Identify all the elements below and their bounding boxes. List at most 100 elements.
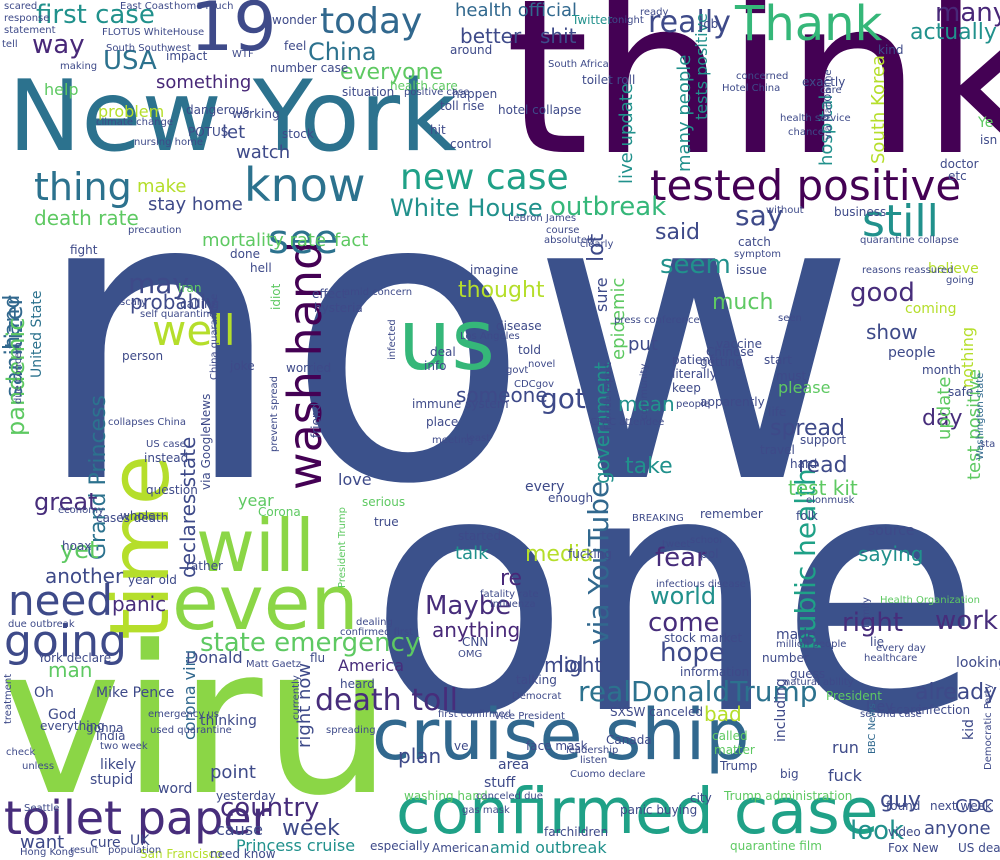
- word-already: already: [915, 680, 998, 705]
- word-thought: thought: [458, 278, 545, 303]
- word-kind: kind: [878, 43, 904, 57]
- word-govt: govt: [506, 365, 529, 376]
- word-due-concern: due concern: [13, 342, 24, 404]
- word-elonmusk: elonmusk: [806, 495, 855, 506]
- word-school: school: [690, 535, 723, 546]
- word-travel: travel: [760, 443, 795, 457]
- word-press-conference: press conference: [614, 315, 700, 326]
- word-clearly: clearly: [580, 239, 614, 250]
- word-hysteria: hysteria: [314, 301, 363, 315]
- word-kid: kid: [961, 719, 977, 740]
- word-fuck: fuck: [828, 766, 862, 785]
- word-city: city: [690, 791, 712, 805]
- word-every-day: every day: [876, 643, 926, 654]
- word-love: love: [338, 470, 372, 489]
- word-put: put: [628, 334, 658, 355]
- word-fear: fear: [655, 543, 707, 573]
- word-home-much: home much: [174, 1, 234, 12]
- word-actually: actually: [910, 20, 997, 45]
- word-via-mailonline: via MailOnline: [823, 69, 834, 140]
- word-health-care: health care: [390, 79, 458, 93]
- word-yesterday: yesterday: [216, 789, 276, 803]
- word-least: least: [466, 433, 491, 444]
- word-take: take: [625, 454, 673, 479]
- word-shit: shit: [540, 24, 577, 48]
- word-quarantine-collapse: quarantine collapse: [860, 235, 959, 246]
- word-cruise-ship: cruise ship: [372, 694, 750, 776]
- word-even: even: [172, 558, 359, 647]
- word-hoax: hoax: [62, 539, 92, 553]
- word-toilet-paper: toilet paper: [4, 791, 271, 845]
- word-fucking: fucking: [568, 547, 612, 561]
- word-well: well: [152, 306, 236, 355]
- word-potus: POTUS: [188, 125, 229, 139]
- word-cdcgov: CDCgov: [514, 379, 555, 390]
- word-source: source: [868, 523, 915, 539]
- word-community: community: [639, 363, 650, 420]
- word-panic: panic: [112, 592, 167, 616]
- word-around: around: [450, 43, 493, 57]
- word-likely: likely: [100, 757, 137, 773]
- word-start: start: [764, 353, 792, 367]
- word-amid-concern: amid concern: [344, 287, 413, 298]
- word-patient: patient: [672, 353, 715, 367]
- word-economy: economy: [58, 505, 104, 516]
- word-guy: guy: [880, 788, 921, 813]
- word-via-google-news: via GoogleNews: [199, 393, 213, 490]
- word-treatment: treatment: [3, 673, 14, 724]
- word-many: many: [935, 0, 1000, 28]
- word-rather: rather: [186, 559, 223, 573]
- word-climate-change: climate change: [96, 117, 173, 128]
- word-tonight: tonight: [608, 15, 644, 26]
- word-flotus: FLOTUS WhiteHouse: [102, 27, 205, 38]
- word-children: children: [560, 825, 609, 839]
- word-collapses-china: collapses China: [108, 417, 186, 428]
- word-probably: probably: [130, 290, 218, 314]
- word-hotel-china: Hotel China: [722, 83, 781, 94]
- word-point: point: [210, 762, 256, 783]
- word-canceled-due: canceled due: [476, 791, 543, 802]
- word-imagine: imagine: [470, 263, 519, 277]
- word-think: think: [505, 0, 1000, 203]
- word-cases-death: cases death: [96, 511, 169, 525]
- word-video: video: [888, 825, 921, 839]
- word-way: way: [32, 30, 85, 60]
- word-canada: Canada: [606, 733, 652, 747]
- word-serious: serious: [362, 495, 406, 509]
- word-know: know: [244, 158, 366, 212]
- word-leadership: leadership: [566, 745, 619, 756]
- word-everyone: everyone: [340, 60, 444, 85]
- word-us-case: US case: [146, 439, 186, 450]
- word-must: must: [776, 369, 807, 383]
- word-confirmed-case: confirmed case: [396, 775, 879, 848]
- word-death-toll: death toll: [315, 683, 458, 718]
- word-done: done: [230, 247, 260, 261]
- word-spread: spread: [770, 416, 845, 441]
- word-two-week: two week: [100, 741, 148, 752]
- word-positive-case: positive case: [404, 87, 470, 98]
- word-fight: fight: [70, 243, 98, 257]
- word-literally: literally: [672, 367, 717, 381]
- word-east-coast: East Coast: [120, 1, 174, 12]
- word-seem: seem: [660, 250, 731, 280]
- word-los-angeles: Los Angeles: [460, 331, 520, 342]
- word-hit: hit: [430, 123, 446, 137]
- word-help: help: [44, 80, 79, 99]
- word-healthcare: healthcare: [864, 653, 918, 664]
- word-re: re: [500, 566, 523, 591]
- word-stupid: stupid: [90, 772, 134, 788]
- word-gonna: gonna: [86, 721, 124, 735]
- word-someone: someone: [456, 383, 548, 407]
- word-wtf: WTF: [232, 49, 254, 60]
- word-exactly: exactly: [802, 75, 846, 89]
- word-american: American: [432, 841, 490, 855]
- word-will: will: [196, 504, 315, 588]
- word-confirmed-first: confirmed first: [340, 627, 414, 638]
- word-lol: lol: [558, 653, 584, 678]
- word-democrat: Democrat: [512, 691, 562, 702]
- word-donald: Donald: [186, 648, 243, 667]
- word-remember: remember: [700, 507, 763, 521]
- word-san-francisco: San Francisco: [140, 847, 223, 860]
- word-tweet: tweet: [662, 539, 691, 550]
- word-run: run: [832, 738, 859, 757]
